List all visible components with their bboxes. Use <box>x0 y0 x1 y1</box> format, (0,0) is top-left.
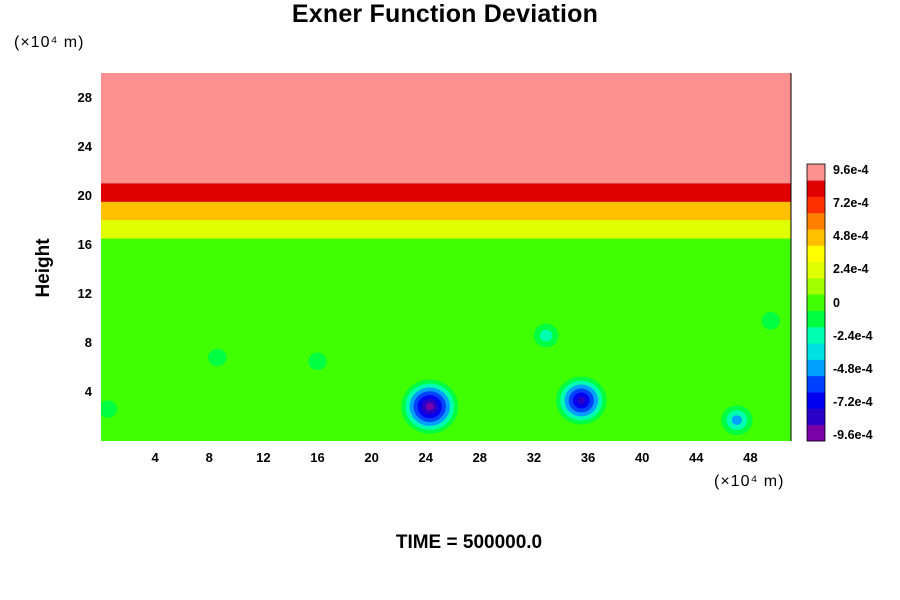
colorbar-tick-label: 2.4e-4 <box>833 262 869 277</box>
colorbar-segment <box>807 359 825 377</box>
colorbar-border <box>806 163 826 442</box>
colorbar-tick-label: -4.8e-4 <box>833 361 873 376</box>
colorbar-segment <box>807 196 825 214</box>
colorbar-segment <box>807 408 825 426</box>
colorbar-segment <box>807 229 825 246</box>
colorbar-segment <box>807 326 825 344</box>
colorbar-tick-label: 4.8e-4 <box>833 229 869 244</box>
colorbar-segment <box>807 392 825 409</box>
colorbar-segment <box>807 278 825 295</box>
colorbar-tick-label: -2.4e-4 <box>833 328 873 343</box>
colorbar-tick-label: 7.2e-4 <box>833 196 869 211</box>
anomaly-contour <box>539 329 553 342</box>
x-tick-label: 44 <box>689 450 704 465</box>
anomaly-contour <box>577 396 586 405</box>
x-tick-label: 40 <box>634 450 650 465</box>
x-tick-label: 16 <box>310 450 325 465</box>
y-tick-label: 20 <box>77 187 92 203</box>
colorbar <box>806 163 826 442</box>
field-band <box>101 180 791 184</box>
x-tick-label: 48 <box>743 450 758 465</box>
anomaly-contour <box>761 312 780 330</box>
x-tick-label: 8 <box>205 450 213 465</box>
x-tick-label: 36 <box>580 450 596 465</box>
y-axis-unit: (×10⁴ m) <box>14 34 85 51</box>
colorbar-segment <box>807 375 825 393</box>
anomaly-contour <box>308 352 327 371</box>
y-tick-label: 16 <box>77 236 92 252</box>
x-tick-label: 32 <box>526 450 542 465</box>
y-tick-label: 12 <box>77 285 92 301</box>
anomaly-contour <box>208 348 227 367</box>
time-footer: TIME = 500000.0 <box>395 532 543 553</box>
colorbar-segment <box>807 212 825 230</box>
colorbar-tick-label: 9.6e-4 <box>833 163 869 177</box>
x-tick-label: 20 <box>364 450 379 465</box>
anomaly-contour <box>731 415 743 426</box>
field-band <box>101 180 791 202</box>
x-tick-label: 12 <box>256 450 271 465</box>
upper-layer <box>101 73 791 181</box>
y-tick-label: 8 <box>84 334 92 350</box>
colorbar-segment <box>807 245 825 263</box>
y-tick-label: 24 <box>77 138 92 154</box>
anomaly-contour <box>425 402 434 411</box>
colorbar-segment <box>807 164 825 181</box>
colorbar-segment <box>807 294 825 311</box>
anomaly-contour <box>101 400 117 418</box>
x-tick-label: 28 <box>472 450 488 465</box>
y-tick-label: 28 <box>77 89 92 105</box>
colorbar-segment <box>807 424 825 442</box>
colorbar-segment <box>807 310 825 328</box>
x-tick-label: 24 <box>418 450 433 465</box>
chart-title: Exner Function Deviation <box>291 0 599 28</box>
x-axis-unit: (×10⁴ m) <box>714 473 785 490</box>
contour-field <box>101 73 791 441</box>
colorbar-tick-label: -7.2e-4 <box>833 394 873 409</box>
colorbar-tick-label: 0 <box>833 295 840 310</box>
colorbar-segment <box>807 180 825 197</box>
y-tick-label: 4 <box>84 383 92 399</box>
x-tick-label: 4 <box>151 450 159 465</box>
colorbar-tick-label: -9.6e-4 <box>833 428 873 442</box>
colorbar-segment <box>807 261 825 279</box>
colorbar-segment <box>807 343 825 360</box>
y-axis-label: Height <box>33 238 54 298</box>
